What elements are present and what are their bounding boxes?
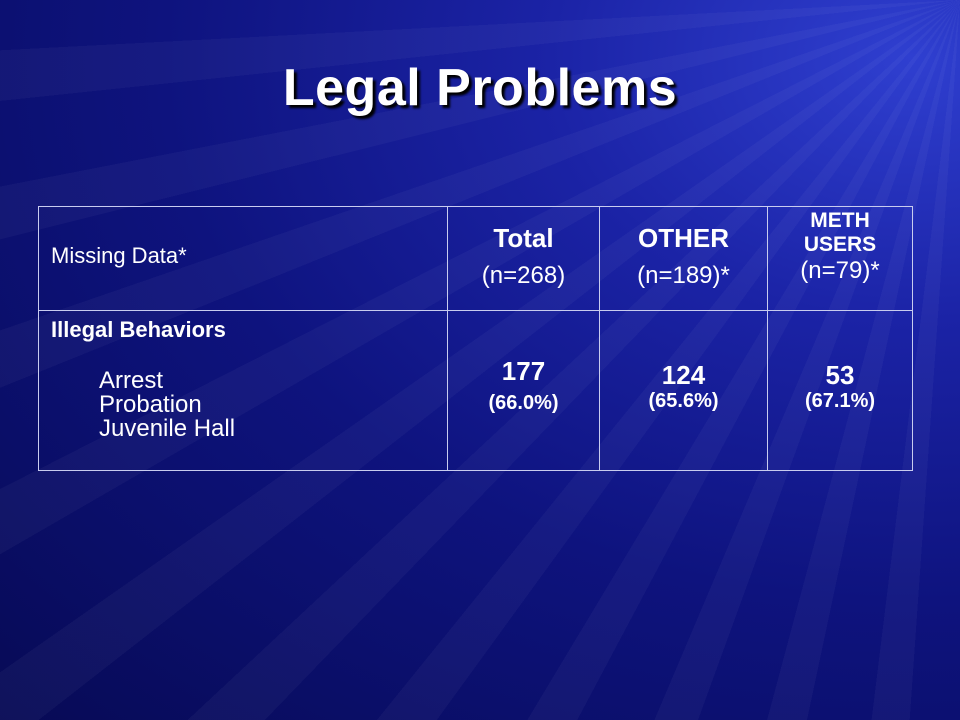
list-item: Probation (99, 391, 202, 418)
meth-column-header-line1: METH (810, 209, 870, 232)
meth-percent: (67.1%) (804, 390, 876, 412)
meth-count: 53 (825, 360, 855, 390)
missing-data-label: Missing Data* (51, 243, 187, 268)
meth-column-header-line2: USERS (803, 233, 877, 256)
header-label-cell: Missing Data* (38, 206, 448, 311)
total-value-cell: 177 (66.0%) (447, 310, 600, 471)
meth-column-n: (n=79)* (800, 257, 880, 284)
meth-value-cell: 53 (67.1%) (767, 310, 913, 471)
header-other-cell: OTHER (n=189)* (599, 206, 768, 311)
other-column-n: (n=189)* (637, 262, 730, 289)
total-count: 177 (501, 356, 546, 386)
slide-title: Legal Problems (282, 59, 678, 117)
other-count: 124 (661, 360, 706, 390)
row-items-list: Arrest Probation Juvenile Hall (99, 369, 447, 441)
row-label-cell: Illegal Behaviors Arrest Probation Juven… (38, 310, 448, 471)
total-percent: (66.0%) (488, 392, 559, 414)
list-item: Juvenile Hall (99, 415, 236, 442)
other-value-cell: 124 (65.6%) (599, 310, 768, 471)
other-percent: (65.6%) (648, 390, 719, 412)
header-meth-cell: METH USERS (n=79)* (767, 206, 913, 311)
legal-problems-table: Missing Data* Total (n=268) OTHER (n=189… (38, 206, 913, 471)
row-category: Illegal Behaviors (51, 317, 226, 342)
list-item: Arrest (99, 367, 164, 394)
total-column-header: Total (493, 223, 554, 253)
total-column-n: (n=268) (481, 262, 566, 289)
table-row: Illegal Behaviors Arrest Probation Juven… (38, 310, 913, 471)
other-column-header: OTHER (638, 223, 729, 253)
header-total-cell: Total (n=268) (447, 206, 600, 311)
table-header-row: Missing Data* Total (n=268) OTHER (n=189… (38, 206, 913, 311)
